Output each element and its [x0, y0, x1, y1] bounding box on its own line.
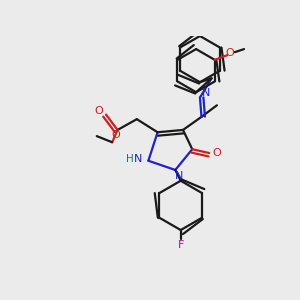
Text: O: O	[212, 148, 221, 158]
Text: O: O	[95, 106, 103, 116]
Text: F: F	[178, 240, 184, 250]
Text: O: O	[226, 48, 235, 58]
Text: N: N	[175, 171, 183, 181]
Text: N: N	[134, 154, 142, 164]
Text: H: H	[126, 154, 134, 164]
Text: O: O	[112, 130, 120, 140]
Text: N: N	[202, 88, 210, 98]
